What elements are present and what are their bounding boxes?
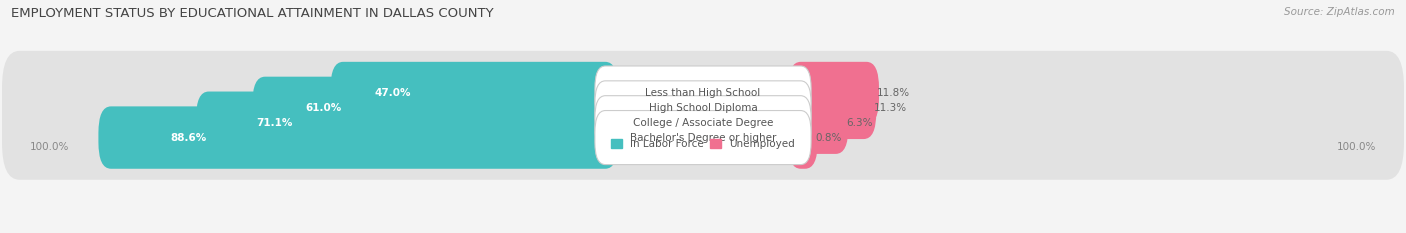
Text: 11.8%: 11.8% <box>877 88 910 98</box>
FancyBboxPatch shape <box>1 51 1405 135</box>
Text: 88.6%: 88.6% <box>170 133 207 143</box>
Text: 100.0%: 100.0% <box>1337 142 1376 152</box>
FancyBboxPatch shape <box>595 81 811 135</box>
FancyBboxPatch shape <box>330 62 617 124</box>
Text: 6.3%: 6.3% <box>846 118 873 128</box>
FancyBboxPatch shape <box>789 92 848 154</box>
FancyBboxPatch shape <box>1 95 1405 180</box>
Text: EMPLOYMENT STATUS BY EDUCATIONAL ATTAINMENT IN DALLAS COUNTY: EMPLOYMENT STATUS BY EDUCATIONAL ATTAINM… <box>11 7 494 20</box>
Text: Bachelor's Degree or higher: Bachelor's Degree or higher <box>630 133 776 143</box>
Text: 47.0%: 47.0% <box>374 88 411 98</box>
Text: Source: ZipAtlas.com: Source: ZipAtlas.com <box>1284 7 1395 17</box>
FancyBboxPatch shape <box>789 106 818 169</box>
FancyBboxPatch shape <box>595 110 811 164</box>
Text: High School Diploma: High School Diploma <box>648 103 758 113</box>
FancyBboxPatch shape <box>789 62 879 124</box>
FancyBboxPatch shape <box>789 77 876 139</box>
Legend: In Labor Force, Unemployed: In Labor Force, Unemployed <box>612 139 794 149</box>
Text: 11.3%: 11.3% <box>875 103 907 113</box>
FancyBboxPatch shape <box>595 66 811 120</box>
FancyBboxPatch shape <box>1 66 1405 150</box>
Text: 100.0%: 100.0% <box>30 142 69 152</box>
FancyBboxPatch shape <box>1 81 1405 165</box>
Text: 61.0%: 61.0% <box>307 103 342 113</box>
FancyBboxPatch shape <box>595 96 811 150</box>
Text: 71.1%: 71.1% <box>256 118 292 128</box>
Text: Less than High School: Less than High School <box>645 88 761 98</box>
FancyBboxPatch shape <box>195 92 617 154</box>
Text: College / Associate Degree: College / Associate Degree <box>633 118 773 128</box>
Text: 0.8%: 0.8% <box>815 133 842 143</box>
FancyBboxPatch shape <box>98 106 617 169</box>
FancyBboxPatch shape <box>253 77 617 139</box>
